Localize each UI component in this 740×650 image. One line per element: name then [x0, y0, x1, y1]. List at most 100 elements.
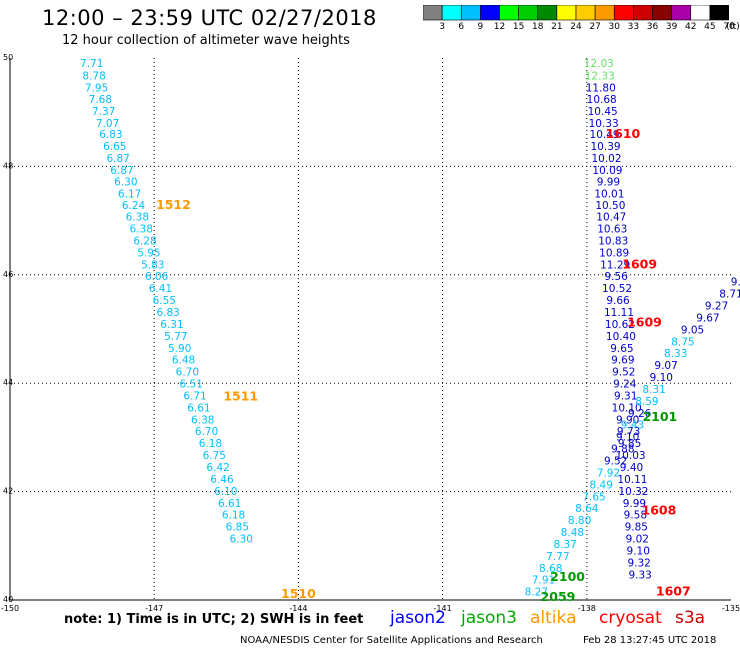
wave-height-point: 10.01	[594, 188, 624, 200]
wave-height-point: 9.05	[681, 324, 704, 336]
colorbar-tick-label: (ft)	[726, 22, 740, 32]
wave-height-point: 6.75	[203, 450, 226, 462]
wave-height-point: 9.99	[597, 176, 620, 188]
wave-height-point: 6.18	[222, 510, 245, 522]
colorbar-tick-label: 45	[704, 22, 716, 32]
x-tick-label: -135	[722, 604, 740, 612]
wave-height-point: 9.69	[611, 355, 634, 367]
wave-height-point: 10.47	[596, 212, 626, 224]
wave-height-point: 10.02	[591, 153, 621, 165]
chart-title: 12:00 – 23:59 UTC 02/27/2018	[42, 6, 377, 30]
wave-height-point: 9.58	[624, 510, 647, 522]
wave-height-point: 6.71	[183, 390, 206, 402]
wave-height-point: 5.83	[141, 259, 164, 271]
wave-height-point: 9.43	[621, 420, 644, 432]
wave-height-point: 8.27	[525, 587, 548, 599]
wave-height-point: 6.30	[114, 176, 137, 188]
wave-height-point: 9.31	[614, 390, 637, 402]
wave-height-point: 6.70	[195, 426, 218, 438]
wave-height-point: 9.73	[617, 426, 640, 438]
wave-height-point: 6.70	[176, 367, 199, 379]
wave-height-point: 10.49	[590, 129, 620, 141]
wave-height-point: 9.24	[613, 379, 637, 391]
wave-height-point: 12.33	[585, 71, 615, 83]
colorbar-tick-label: 24	[570, 22, 582, 32]
wave-height-point: 6.30	[230, 534, 253, 546]
wave-height-point: 9.56	[604, 271, 628, 283]
wave-height-point: 10.09	[592, 165, 622, 177]
x-tick-label: -147	[145, 604, 163, 612]
pass-time-label: 1511	[223, 389, 258, 404]
wave-height-colorbar	[423, 5, 729, 21]
wave-height-point: 6.46	[210, 474, 234, 486]
wave-height-point: 9.40	[620, 462, 643, 474]
wave-height-point: 8.33	[664, 348, 687, 360]
wave-height-point: 6.87	[106, 153, 129, 165]
colorbar-tick-label: 27	[589, 22, 601, 32]
pass-time-label: 1608	[642, 502, 677, 517]
wave-height-point: 9.85	[618, 438, 641, 450]
wave-height-point: 10.11	[617, 474, 647, 486]
mission-s3a: s3a	[675, 608, 706, 628]
mission-jason2: jason2	[390, 608, 446, 628]
mission-cryosat: cryosat	[599, 608, 662, 628]
wave-height-point: 9.90	[616, 414, 639, 426]
wave-height-point: 5.90	[168, 343, 191, 355]
x-tick-label: -141	[434, 604, 452, 612]
wave-height-point: 9.32	[627, 557, 650, 569]
footer-note: note: 1) Time is in UTC; 2) SWH is in fe…	[64, 612, 364, 627]
wave-height-point: 8.48	[561, 527, 584, 539]
colorbar-tick-label: 18	[532, 22, 544, 32]
wave-height-point: 7.95	[85, 83, 108, 95]
wave-height-point: 7.37	[92, 106, 115, 118]
wave-height-point: 10.03	[616, 450, 646, 462]
colorbar-tick-label: 21	[551, 22, 563, 32]
wave-height-point: 6.38	[130, 224, 153, 236]
wave-height-point: 7.92	[597, 467, 620, 479]
wave-height-point: 6.28	[133, 235, 156, 247]
y-tick-label: 46	[3, 270, 13, 279]
wave-height-point: 9.33	[628, 569, 651, 581]
wave-height-point: 6.85	[226, 522, 249, 534]
wave-height-point: 6.18	[199, 438, 222, 450]
colorbar-swatch	[709, 5, 729, 21]
wave-height-point: 8.80	[568, 515, 591, 527]
pass-time-label: 1512	[156, 197, 191, 212]
wave-height-point: 10.89	[599, 247, 629, 259]
wave-height-point: 9.52	[604, 456, 627, 468]
wave-height-point: 9.88	[611, 444, 634, 456]
wave-height-point: 9.67	[696, 312, 719, 324]
pass-time-label: 1609	[627, 314, 662, 329]
y-tick-label: 48	[3, 161, 13, 170]
wave-height-point: 6.24	[122, 200, 146, 212]
wave-height-point: 6.83	[99, 129, 122, 141]
pass-time-label: 1610	[605, 126, 640, 141]
pass-time-label: 1510	[281, 586, 316, 601]
altimeter-map-plot: -150 -147 -144 -141 -138 -135 40 42 44 46 48 50 7.71…	[1, 53, 740, 612]
wave-height-point: 9.65	[610, 343, 633, 355]
colorbar-tick-label: 33	[627, 22, 640, 32]
wave-height-point: 5.77	[164, 331, 187, 343]
wave-height-point: 8.37	[553, 539, 576, 551]
mission-jason3: jason3	[461, 608, 517, 628]
wave-height-point: 6.38	[191, 414, 214, 426]
colorbar-tick-label: 15	[512, 22, 525, 32]
wave-height-point: 8.68	[539, 563, 562, 575]
pass-time-label: 1609	[622, 256, 657, 271]
y-tick-label: 42	[3, 487, 13, 496]
wave-height-point: 8.64	[575, 503, 599, 515]
wave-height-point: 7.91	[532, 575, 555, 587]
wave-height-point: 6.83	[156, 307, 179, 319]
wave-height-point: 6.17	[118, 188, 141, 200]
wave-height-point: 7.68	[89, 94, 112, 106]
wave-height-point: 6.61	[218, 498, 241, 510]
wave-height-point: 6.38	[126, 212, 149, 224]
wave-height-point: 6.55	[153, 295, 176, 307]
colorbar-labels: 3 6 9 12 15 18 21 24 27 30 33 36 39 42 45 70 (ft)	[423, 22, 740, 36]
wave-height-point: 8.78	[82, 71, 105, 83]
wave-height-point: 9.10	[627, 545, 650, 557]
colorbar-tick-label: 70	[723, 22, 735, 32]
footer-organization: NOAA/NESDIS Center for Satellite Applica…	[240, 635, 543, 646]
wave-height-point: 9.	[731, 277, 740, 289]
wave-height-point: 10.10	[612, 402, 642, 414]
